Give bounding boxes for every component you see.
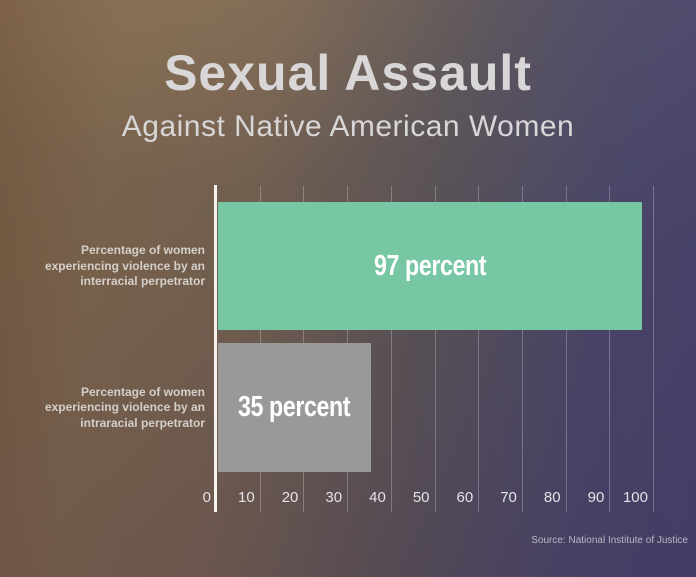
category-label-line: Percentage of women	[80, 384, 205, 399]
y-axis-line	[214, 185, 217, 512]
category-label-intraracial: Percentage of women experiencing violence…	[0, 384, 205, 431]
page-subtitle: Against Native American Women	[121, 110, 575, 143]
gridline-60	[478, 186, 480, 512]
bar-value-label: 35 percent	[238, 391, 351, 423]
x-tick-label-0: 0	[202, 489, 211, 506]
gridline-80	[565, 186, 567, 512]
page-title: Sexual Assault	[164, 45, 532, 101]
bar-intraracial: 35 percent	[218, 343, 371, 472]
x-tick-label-70: 70	[500, 489, 517, 506]
category-label-interracial: Percentage of women experiencing violence…	[0, 243, 205, 290]
bar-interracial: 97 percent	[218, 202, 642, 330]
gridline-100	[653, 186, 654, 512]
x-tick-label-100: 100	[622, 489, 648, 506]
category-label-line: Percentage of women	[80, 242, 205, 257]
gridline-40	[390, 186, 392, 512]
x-tick-label-80: 80	[543, 489, 561, 506]
x-tick-label-10: 10	[238, 489, 255, 506]
x-tick-label-30: 30	[325, 489, 343, 506]
source-attribution: Source: National Institute of Justice	[531, 535, 688, 546]
gridline-90	[609, 186, 611, 512]
bar-value-label: 97 percent	[373, 249, 486, 282]
x-tick-label-60: 60	[456, 489, 474, 506]
category-label-line: interracial perpetrator	[80, 273, 205, 288]
category-label-line: experiencing violence by an	[44, 399, 205, 414]
x-tick-label-20: 20	[281, 489, 299, 506]
x-tick-label-90: 90	[587, 489, 605, 506]
x-tick-label-50: 50	[412, 489, 430, 506]
gridline-70	[521, 186, 523, 512]
x-tick-label-40: 40	[369, 489, 386, 506]
gridline-50	[434, 186, 436, 512]
category-label-line: intraracial perpetrator	[80, 415, 205, 430]
category-label-line: experiencing violence by an	[44, 258, 205, 273]
